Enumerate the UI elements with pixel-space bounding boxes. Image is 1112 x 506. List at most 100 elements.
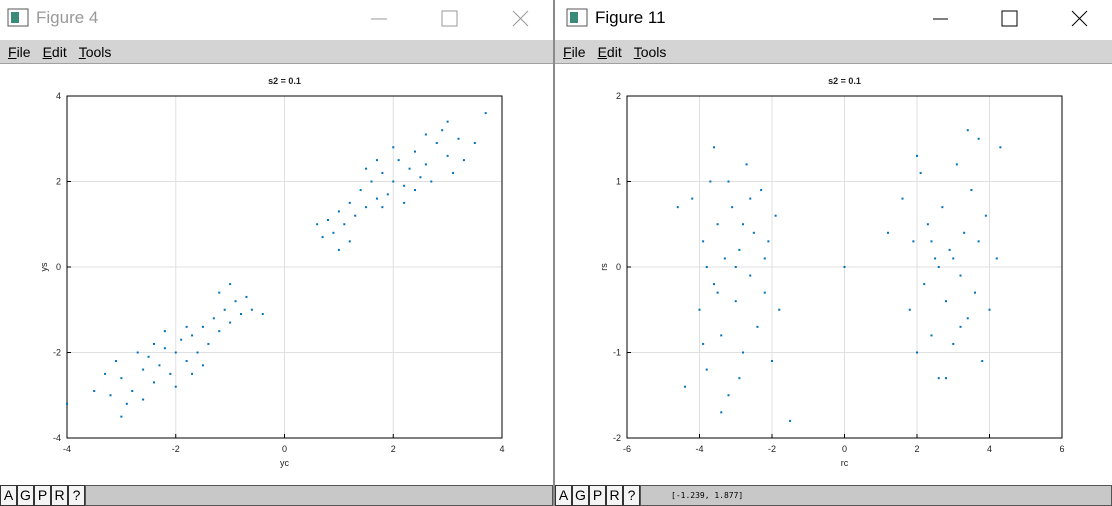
point	[771, 360, 773, 363]
point	[120, 415, 123, 418]
x-tick-label: -4	[695, 444, 703, 454]
y-tick-label: 0	[56, 262, 61, 272]
menu-item[interactable]: Tools	[633, 44, 667, 60]
menu-item[interactable]: File	[563, 44, 586, 60]
menu-item[interactable]: Tools	[78, 44, 112, 60]
point	[348, 201, 351, 204]
point	[727, 394, 730, 397]
point	[742, 351, 744, 354]
y-tick-label: 1	[616, 177, 621, 187]
tool-button[interactable]: R	[606, 485, 623, 506]
point	[756, 325, 759, 328]
point	[430, 180, 433, 183]
close[interactable]	[512, 10, 529, 27]
point	[923, 283, 926, 286]
point	[332, 231, 335, 234]
point	[354, 214, 357, 217]
x-tick-label: 6	[1059, 444, 1064, 454]
point	[930, 334, 933, 337]
point	[93, 389, 96, 392]
tool-button[interactable]: P	[589, 485, 606, 506]
y-tick-label: -2	[613, 433, 621, 443]
point	[926, 223, 929, 226]
point	[424, 133, 427, 136]
point	[365, 167, 368, 170]
point	[327, 218, 329, 221]
point	[174, 351, 177, 354]
x-tick-label: -2	[768, 444, 776, 454]
point	[158, 364, 161, 367]
y-tick-label: 0	[616, 262, 621, 272]
point	[136, 351, 139, 354]
point	[348, 240, 351, 243]
chart-title: s2 = 0.1	[268, 76, 301, 86]
point	[212, 317, 215, 320]
maximize[interactable]	[441, 10, 458, 27]
point	[959, 274, 962, 277]
point	[191, 334, 194, 337]
menu-item[interactable]: Edit	[597, 44, 622, 60]
tool-button[interactable]: R	[51, 485, 68, 506]
point	[716, 223, 719, 226]
chart: -6 -4 -2 0 2 4 6 -2 -1 0 1 2 s2 = 0.1 rc rs	[599, 76, 1065, 468]
point	[207, 342, 210, 345]
tool-button[interactable]: P	[34, 485, 51, 506]
point	[705, 266, 708, 268]
point	[153, 381, 155, 384]
point	[716, 291, 719, 294]
point	[767, 240, 770, 243]
point	[752, 231, 755, 234]
menu-bar: File Edit Tools	[555, 40, 1112, 64]
x-axis-label: yc	[280, 458, 290, 468]
point	[104, 372, 107, 375]
point	[945, 377, 947, 380]
point	[66, 402, 68, 405]
point	[153, 342, 155, 345]
window-title: Figure 4	[36, 8, 99, 27]
point	[720, 334, 723, 337]
tool-button[interactable]: G	[572, 485, 589, 506]
point	[196, 351, 199, 354]
point	[375, 159, 378, 162]
tool-button[interactable]: ?	[623, 485, 640, 506]
point	[789, 419, 792, 422]
point	[963, 231, 966, 234]
point	[169, 372, 172, 375]
point	[684, 385, 686, 388]
close[interactable]	[1071, 10, 1088, 27]
point	[705, 368, 708, 371]
point	[763, 291, 766, 294]
tool-button[interactable]: A	[555, 485, 572, 506]
point	[375, 197, 378, 200]
tool-button[interactable]: ?	[68, 485, 85, 506]
point	[738, 248, 741, 251]
point	[321, 236, 324, 239]
point	[462, 159, 465, 162]
point	[229, 283, 232, 286]
y-axis-label: rs	[599, 263, 609, 271]
point	[984, 214, 987, 217]
menu-bar: File Edit Tools	[0, 40, 553, 64]
menu-item[interactable]: Edit	[42, 44, 67, 60]
point	[408, 167, 411, 170]
tool-button[interactable]: G	[17, 485, 34, 506]
point	[912, 240, 915, 243]
point	[343, 223, 346, 226]
x-tick-label: -6	[623, 444, 631, 454]
status-field: [-1.239, 1.877]	[640, 485, 1112, 506]
x-tick-label: 2	[391, 444, 396, 454]
point	[370, 180, 373, 183]
point	[142, 398, 145, 401]
point	[966, 317, 969, 320]
tool-button[interactable]: A	[0, 485, 17, 506]
point	[392, 180, 395, 183]
point	[473, 142, 476, 145]
point	[955, 163, 958, 166]
window-controls	[7, 8, 529, 27]
y-tick-label: -1	[613, 348, 621, 358]
menu-item[interactable]: File	[8, 44, 31, 60]
window-title: Figure 11	[595, 8, 666, 27]
point	[435, 142, 438, 145]
maximize[interactable]	[1001, 10, 1018, 27]
point	[185, 360, 188, 363]
